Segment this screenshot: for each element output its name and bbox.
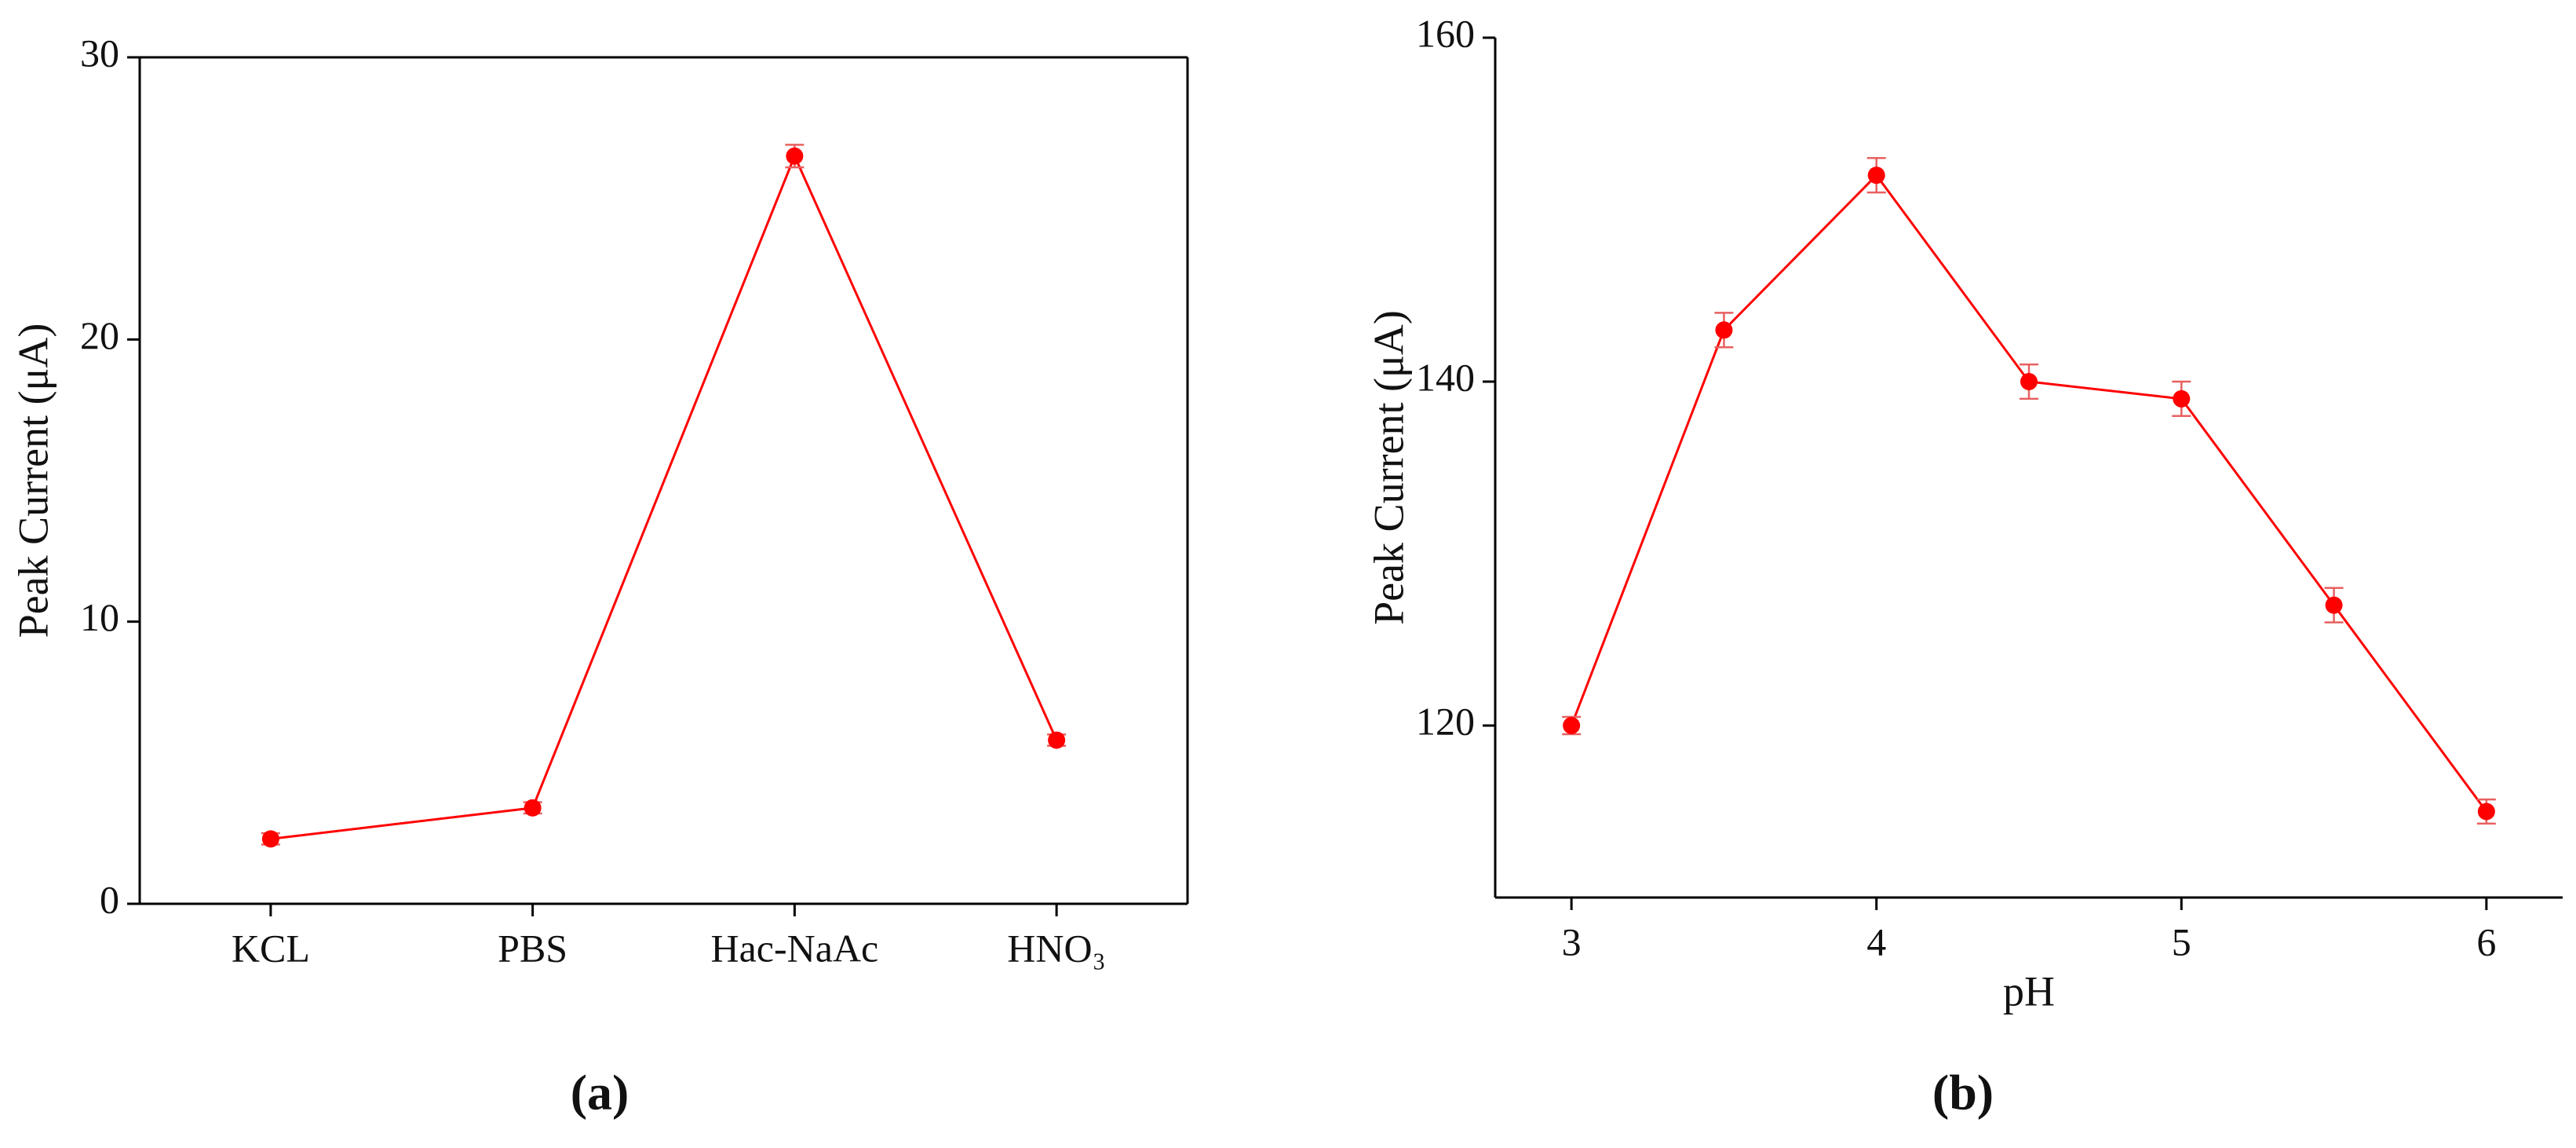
data-point (1048, 731, 1066, 749)
data-point (1715, 321, 1733, 339)
panel-label: (b) (1932, 1065, 1994, 1121)
x-tick-label: 5 (2172, 919, 2191, 963)
y-tick-label: 160 (1416, 11, 1475, 55)
data-point (261, 830, 279, 848)
x-axis-label: pH (2003, 967, 2055, 1015)
x-tick-label: Hac-NaAc (711, 926, 879, 970)
panel-label: (a) (571, 1065, 629, 1121)
y-tick-label: 10 (80, 595, 119, 639)
data-point (1867, 166, 1885, 185)
data-line (1570, 173, 2488, 813)
y-tick-label: 140 (1416, 355, 1475, 399)
data-point (786, 147, 804, 165)
data-point (2020, 373, 2038, 390)
y-axis-label: Peak Current (μA) (9, 324, 57, 638)
x-tick-label: 3 (1562, 919, 1582, 963)
data-point (2325, 596, 2343, 614)
x-tick-label: PBS (498, 926, 567, 970)
y-tick-label: 0 (100, 877, 119, 921)
x-tick-label: 4 (1866, 919, 1886, 963)
y-axis-label: Peak Current (μA) (1365, 310, 1412, 625)
x-tick-label: KCL (232, 926, 310, 970)
data-line (270, 152, 1058, 840)
x-tick-label: 6 (2476, 919, 2496, 963)
data-point (2173, 389, 2191, 408)
y-tick-label: 30 (80, 31, 119, 75)
y-tick-label: 20 (80, 313, 119, 357)
data-point (1563, 717, 1581, 734)
data-point (2477, 803, 2495, 821)
y-tick-label: 120 (1416, 699, 1475, 743)
x-tick-label: HNO₃ (1007, 926, 1106, 970)
data-point (524, 799, 542, 817)
